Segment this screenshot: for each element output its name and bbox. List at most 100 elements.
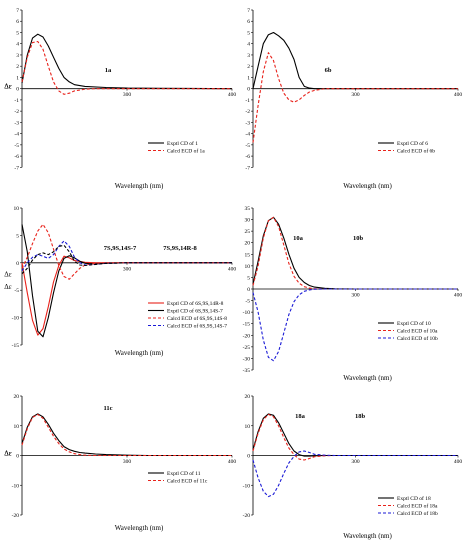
y-tick-label: -35 bbox=[243, 368, 251, 374]
y-tick-label: 20 bbox=[245, 394, 251, 400]
y-tick-label: 0 bbox=[247, 454, 250, 460]
structure-label: 18b bbox=[355, 413, 366, 420]
y-tick-label: -6 bbox=[245, 154, 250, 160]
y-tick-label: -7 bbox=[245, 165, 250, 171]
legend-entry: Exptl CD of 10 bbox=[397, 320, 431, 327]
y-tick-label: 0 bbox=[16, 454, 19, 460]
y-tick-label: 0 bbox=[247, 287, 250, 293]
y-tick-label: 15 bbox=[245, 252, 251, 258]
structure-label: 7S,9S,14R-8 bbox=[163, 245, 197, 252]
y-tick-label: 0 bbox=[16, 261, 19, 267]
legend-entry: Calcd ECD of 18a bbox=[397, 503, 438, 510]
series-line-2 bbox=[21, 413, 232, 457]
y-tick-label: 35 bbox=[245, 206, 251, 212]
y-axis-label: Δε bbox=[4, 450, 12, 458]
x-tick-label: 400 bbox=[228, 266, 237, 272]
structure-label: 10a bbox=[293, 235, 304, 242]
chart-panel-2: 7 6 5 4 3 2 1 0 -1 -2 -3 -4 -5 -6 -7 300 400 Δε Wavelength… bbox=[4, 8, 462, 190]
structure-label: 7S,9S,14S-7 bbox=[104, 245, 137, 252]
chart-panel-3: 10 5 0 -5 -10 -15 300 400 Δε Wavelength (nm) 7S,9S… bbox=[4, 206, 236, 357]
y-tick-label: 1 bbox=[247, 75, 250, 81]
y-tick-label: 0 bbox=[16, 87, 19, 93]
x-tick-label: 400 bbox=[454, 92, 463, 98]
x-axis-label: Wavelength (nm) bbox=[115, 182, 164, 190]
y-tick-label: 10 bbox=[245, 264, 251, 270]
y-tick-label: 4 bbox=[16, 42, 19, 48]
y-tick-label: 3 bbox=[16, 53, 19, 59]
legend-entry: Calcd ECD of 6S,9S,14S-8 bbox=[167, 315, 227, 322]
y-tick-label: -3 bbox=[14, 120, 19, 126]
y-tick-label: 2 bbox=[247, 64, 250, 70]
legend-entry: Calcd ECD of 6S,9S,14S-7 bbox=[167, 323, 227, 330]
y-tick-label: 10 bbox=[14, 424, 20, 430]
x-tick-label: 300 bbox=[123, 459, 132, 465]
y-tick-label: 6 bbox=[16, 19, 19, 25]
y-tick-label: 5 bbox=[247, 30, 250, 36]
y-tick-label: -5 bbox=[14, 143, 19, 149]
x-axis-label: Wavelength (nm) bbox=[343, 374, 392, 382]
legend-entry: Calcd ECD of 18b bbox=[397, 510, 438, 517]
y-tick-label: -5 bbox=[245, 299, 250, 305]
y-axis-label: Δε bbox=[4, 83, 12, 91]
y-tick-label: 2 bbox=[16, 64, 19, 70]
series-line-2 bbox=[252, 413, 458, 461]
x-tick-label: 400 bbox=[228, 92, 237, 98]
series-line-3 bbox=[21, 223, 232, 280]
chart-panel-6: 20 10 0 -10 -20 300 400 Δε Wavelength (nm) 18a 18b… bbox=[4, 394, 462, 540]
y-tick-label: 30 bbox=[245, 218, 251, 224]
series-line-1 bbox=[21, 413, 232, 457]
y-tick-label: -6 bbox=[14, 154, 19, 160]
x-axis-label: Wavelength (nm) bbox=[343, 182, 392, 190]
series-line-1 bbox=[252, 216, 458, 290]
y-tick-label: -3 bbox=[245, 120, 250, 126]
series-line-3 bbox=[252, 288, 458, 362]
y-tick-label: 3 bbox=[247, 53, 250, 59]
x-axis-label: Wavelength (nm) bbox=[343, 532, 392, 540]
y-tick-label: 20 bbox=[245, 241, 251, 247]
chart-panel-4: 35 30 25 20 15 10 5 0 -5 -10 -15 -20 -25 -30 -35 300 400… bbox=[4, 206, 462, 382]
series-line-3 bbox=[252, 450, 458, 498]
y-tick-label: -10 bbox=[243, 483, 251, 489]
y-tick-label: 10 bbox=[14, 206, 20, 212]
y-tick-label: -30 bbox=[243, 356, 251, 362]
y-tick-label: -15 bbox=[12, 343, 20, 349]
x-tick-label: 300 bbox=[351, 293, 360, 299]
series-line-5 bbox=[21, 244, 232, 275]
legend-entry: Calcd ECD of 6b bbox=[397, 148, 435, 155]
y-tick-label: 10 bbox=[245, 424, 251, 430]
y-axis-label: Δε bbox=[4, 450, 12, 458]
y-tick-label: -1 bbox=[14, 98, 19, 104]
chart-panel-1: 7 6 5 4 3 2 1 0 -1 -2 -3 -4 -5 -6 -7 300 400 Δε Wavelength… bbox=[4, 8, 236, 190]
y-tick-label: -5 bbox=[245, 143, 250, 149]
y-tick-label: -10 bbox=[243, 310, 251, 316]
y-tick-label: -25 bbox=[243, 345, 251, 351]
x-axis-label: Wavelength (nm) bbox=[115, 524, 164, 532]
y-tick-label: 5 bbox=[16, 30, 19, 36]
y-tick-label: 20 bbox=[14, 394, 20, 400]
x-tick-label: 300 bbox=[351, 92, 360, 98]
legend-entry: Exptl CD of 6S,9S,14S-7 bbox=[167, 308, 223, 315]
x-tick-label: 400 bbox=[228, 459, 237, 465]
y-tick-label: -20 bbox=[243, 513, 251, 519]
structure-label: 10b bbox=[353, 235, 364, 242]
chart-panel-5: 20 10 0 -10 -20 300 400 Δε Wavelength (nm) 11c Exp… bbox=[4, 394, 236, 532]
y-axis-label: Δε bbox=[4, 271, 12, 279]
series-line-1 bbox=[252, 413, 458, 457]
series-line-2 bbox=[21, 40, 232, 95]
y-tick-label: 0 bbox=[247, 87, 250, 93]
legend-entry: Calcd ECD of 1a bbox=[167, 148, 205, 155]
structure-label: 18a bbox=[295, 413, 306, 420]
x-axis-label: Wavelength (nm) bbox=[115, 349, 164, 357]
y-tick-label: -15 bbox=[243, 322, 251, 328]
x-tick-label: 300 bbox=[123, 92, 132, 98]
y-axis-label: Δε bbox=[4, 283, 12, 291]
series-line-4 bbox=[21, 240, 232, 272]
legend-entry: Calcd ECD of 10b bbox=[397, 335, 438, 342]
series-line-2 bbox=[252, 52, 458, 143]
legend-entry: Exptl CD of 1 bbox=[167, 140, 198, 147]
legend-entry: Exptl CD of 11 bbox=[167, 470, 201, 477]
x-tick-label: 400 bbox=[454, 293, 463, 299]
legend-entry: Exptl CD of 6S,9S,14R-8 bbox=[167, 300, 224, 307]
series-line-1 bbox=[21, 255, 232, 336]
